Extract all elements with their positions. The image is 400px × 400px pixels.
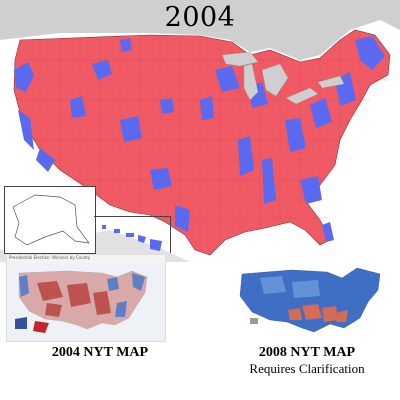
- great-lakes: [221, 51, 345, 105]
- nyt-2004-thumbnail: Presidential Election: Winners by County: [6, 254, 166, 342]
- caption-2004-nyt-map: 2004 NYT MAP: [51, 345, 149, 360]
- democrat-counties: [14, 36, 385, 242]
- alaska-inset: [4, 186, 96, 254]
- hawaii-islands-icon: [102, 225, 162, 251]
- canada-land: [0, 0, 400, 60]
- nyt-2004-map: [7, 263, 165, 341]
- nyt-2004-header: Presidential Election: Winners by County: [9, 255, 91, 260]
- caption-2008-clarification: Requires Clarification: [249, 361, 365, 376]
- hawaii-inset: [94, 216, 171, 253]
- alaska-outline-icon: [12, 194, 90, 246]
- nyt-2008-thumbnail: [239, 267, 381, 333]
- main-county-map: [0, 0, 400, 262]
- caption-2008-nyt-map: 2008 NYT MAP: [258, 345, 356, 360]
- map-year-title: 2004: [164, 2, 236, 33]
